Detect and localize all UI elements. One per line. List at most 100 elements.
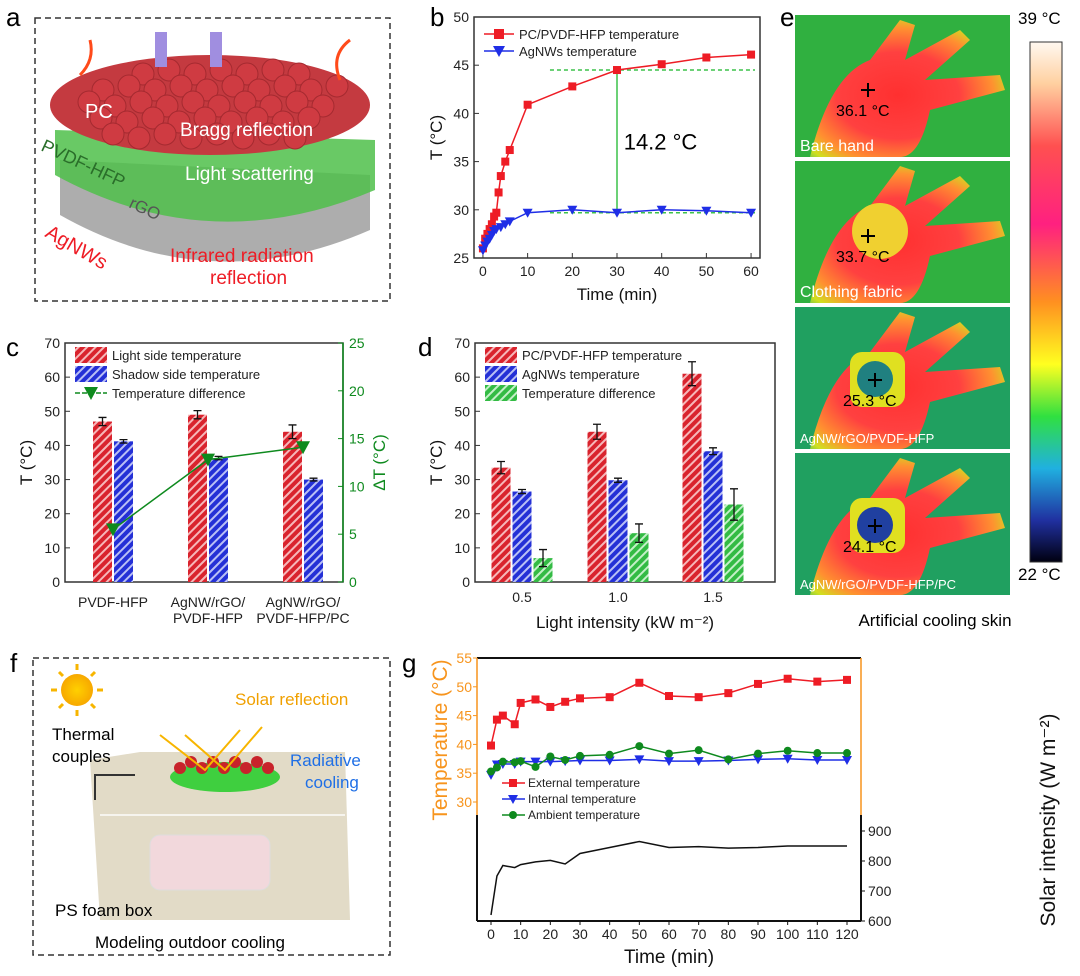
reflection-arrow [335,38,351,81]
data-point [753,755,763,765]
panel-label-f: f [10,648,18,678]
data-point [754,749,762,758]
bar-series [491,361,702,582]
x-axis-label: Light intensity (kW m⁻²) [536,613,714,632]
bar [533,558,553,582]
legend-label: Temperature difference [112,386,245,401]
pc-sphere [229,756,241,768]
y-tick-label: 25 [453,250,469,266]
y2-axis-label: ΔT (°C) [370,434,389,491]
x-tick-label: 70 [691,926,707,942]
data-point [516,698,525,707]
data-point [530,757,541,767]
y-tick-label: 0 [462,574,470,590]
y-tick-label: 35 [456,765,472,781]
data-point [842,755,852,765]
bar [724,504,744,582]
label-thermal: Thermal [52,725,114,744]
sun-rays [51,664,103,716]
legend-label: AgNWs temperature [519,44,637,59]
hand-shape [810,312,1005,449]
y-axis-label: Temperature (°C) [429,659,452,820]
data-point [724,755,733,764]
x-category-label: AgNW/rGO/ [266,594,341,610]
thermocouple-wire [94,774,135,800]
thermometer-device [149,834,271,891]
y-tick-label: 10 [454,540,470,556]
data-point [576,751,584,760]
data-point [665,692,673,701]
legend-swatch [485,385,517,401]
legend-swatch [75,347,107,363]
x-tick-label: 20 [565,263,581,279]
x-category-label: PVDF-HFP [173,610,243,626]
y2-tick-label: 15 [349,431,365,447]
error-bar [309,477,318,482]
dashed-frame [34,17,391,302]
pc-sphere [325,74,349,98]
data-point [701,206,712,216]
data-point [605,693,614,702]
y-axis-label: T (°C) [17,440,36,485]
y-axis-label: T (°C) [427,115,446,160]
x-tick-label: 120 [835,926,859,942]
y2-tick-label: 700 [868,883,892,899]
y-tick-label: 45 [453,57,469,73]
thermal-image: 33.7 °C Clothing fabric [795,161,1010,303]
pc-sphere [221,74,245,98]
pvdf-layer [55,130,375,222]
pc-sphere [77,90,101,114]
data-point [782,754,793,764]
legend-label: Internal temperature [528,792,636,806]
error-bar [98,416,107,427]
data-point [516,757,525,766]
dashed-frame [32,657,391,956]
image-label: Bare hand [800,138,874,155]
error-bar [635,523,643,544]
x-tick-label: 10 [513,926,529,942]
y-tick-label: 45 [456,708,472,724]
label-light-scattering: Light scattering [185,164,314,185]
label-infrared-radiation: Infrared radiation [170,246,314,267]
x-tick-label: 80 [721,926,737,942]
bar [283,431,302,582]
data-point [492,208,501,217]
thermal-image: 24.1 °C AgNW/rGO/PVDF-HFP/PC [795,453,1010,595]
y-tick-label: 10 [44,540,60,556]
y-tick-label: 70 [454,335,470,351]
pc-sphere [205,122,229,146]
data-point [510,758,519,767]
y-tick-label: 20 [454,506,470,522]
data-point [567,205,578,215]
y2-tick-label: 10 [349,478,365,494]
pc-sphere [240,762,252,774]
sun-icon [61,674,93,706]
y-tick-label: 30 [44,472,60,488]
x-tick-label: 60 [661,926,677,942]
y-tick-label: 30 [453,202,469,218]
data-point [746,208,757,218]
label-cooling: cooling [305,773,359,792]
bar [587,431,607,582]
data-point [702,53,711,62]
bar-series [512,447,723,582]
data-point [509,779,517,787]
series-agnws [477,205,757,256]
data-point [494,29,504,39]
temperature-series [487,674,851,750]
y2-tick-label: 5 [349,526,357,542]
data-point [510,720,519,729]
fabric-patch [852,203,908,259]
error-bar [119,438,128,444]
x-tick-label: 30 [572,926,588,942]
measurement-crosshair [861,83,875,97]
image-label: AgNW/rGO/PVDF-HFP [800,431,934,446]
data-point [501,157,510,166]
y-tick-label: 50 [44,403,60,419]
error-bar [593,423,601,440]
y-tick-label: 35 [453,154,469,170]
chart-g: 0 10 20 30 40 50 60 70 80 90 100 110 120 30 35 40 45 50 55… [429,650,1060,968]
data-point [493,46,505,57]
panel-a-illustration: PC Bragg reflection PVDF-HFP Light scatt… [34,17,391,302]
y-tick-label: 30 [456,794,472,810]
